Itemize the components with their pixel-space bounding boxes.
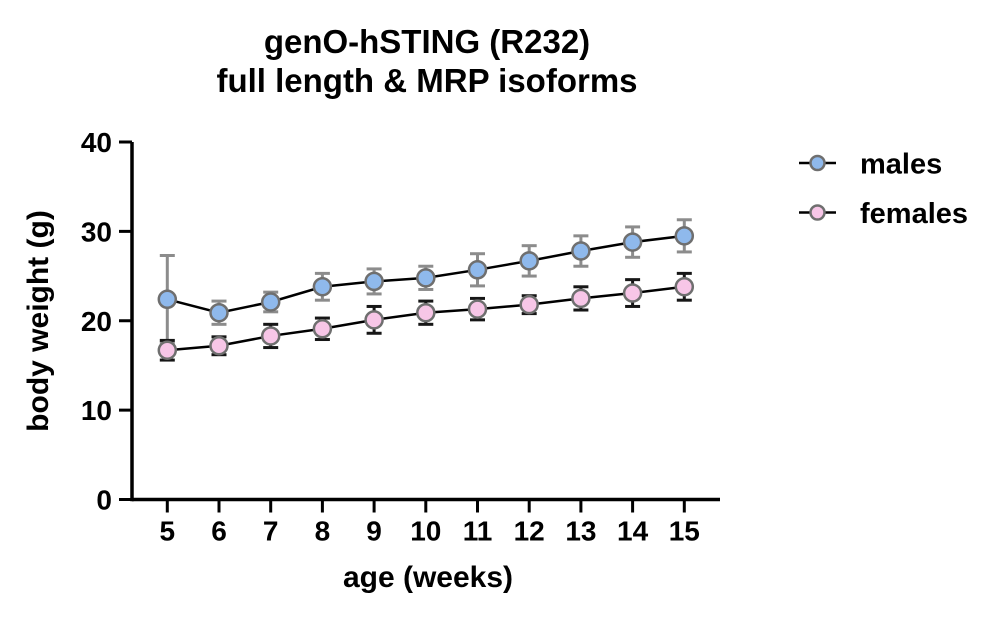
- series-females-marker: [312, 319, 333, 339]
- series-females-marker: [209, 336, 229, 356]
- series-males-marker: [416, 268, 436, 288]
- legend-label-females: females: [860, 198, 968, 230]
- series-females-marker: [467, 299, 488, 319]
- x-tick-label: 11: [463, 516, 493, 547]
- x-tick-label: 15: [669, 516, 700, 547]
- x-tick-label: 13: [565, 516, 596, 547]
- y-tick-label: 20: [81, 306, 112, 337]
- y-axis-title: body weight (g): [22, 210, 55, 432]
- x-tick-label: 5: [160, 516, 176, 547]
- series-males-marker: [157, 289, 178, 310]
- series-males-marker: [622, 232, 643, 252]
- x-axis-title: age (weeks): [343, 561, 513, 594]
- series-males-marker: [674, 226, 695, 246]
- x-tick-label: 10: [410, 516, 441, 547]
- x-tick-label: 12: [514, 516, 545, 547]
- series-females-marker: [260, 326, 281, 346]
- series-males-marker: [467, 260, 488, 280]
- legend-marker-males: [809, 154, 826, 172]
- series-females-marker: [364, 310, 384, 330]
- legend-item-females: females: [799, 198, 968, 230]
- y-tick-label: 10: [81, 395, 112, 426]
- series-females-marker: [519, 294, 539, 315]
- y-tick-label: 0: [96, 485, 112, 516]
- series-females-marker: [416, 302, 436, 323]
- x-tick-label: 7: [263, 516, 279, 547]
- y-tick-label: 30: [81, 216, 112, 247]
- chart-title-line2: full length & MRP isoforms: [216, 62, 637, 99]
- series-females-marker: [571, 288, 591, 309]
- chart-title-line1: genO-hSTING (R232): [264, 23, 590, 60]
- series-females-marker: [674, 277, 695, 297]
- series-males-marker: [364, 271, 384, 292]
- x-tick-label: 8: [315, 516, 331, 547]
- series-males-marker: [519, 251, 539, 271]
- x-tick-label: 14: [617, 516, 649, 547]
- x-tick-label: 6: [211, 516, 227, 547]
- legend: males females: [799, 149, 968, 230]
- y-tick-label: 40: [81, 127, 112, 158]
- series-males-marker: [209, 302, 229, 323]
- legend-label-males: males: [860, 149, 942, 181]
- series-males-marker: [312, 277, 333, 297]
- x-tick-label: 9: [366, 516, 382, 547]
- series-females-marker: [622, 283, 643, 303]
- legend-marker-females: [809, 204, 826, 221]
- series-males-marker: [571, 241, 591, 261]
- series-females-marker: [157, 340, 178, 360]
- series-males-marker: [260, 292, 281, 312]
- legend-item-males: males: [799, 149, 942, 181]
- plot-area: 0 10 20 30 40 5 6 7 8 9 10 11 12 13 14 15: [81, 127, 720, 547]
